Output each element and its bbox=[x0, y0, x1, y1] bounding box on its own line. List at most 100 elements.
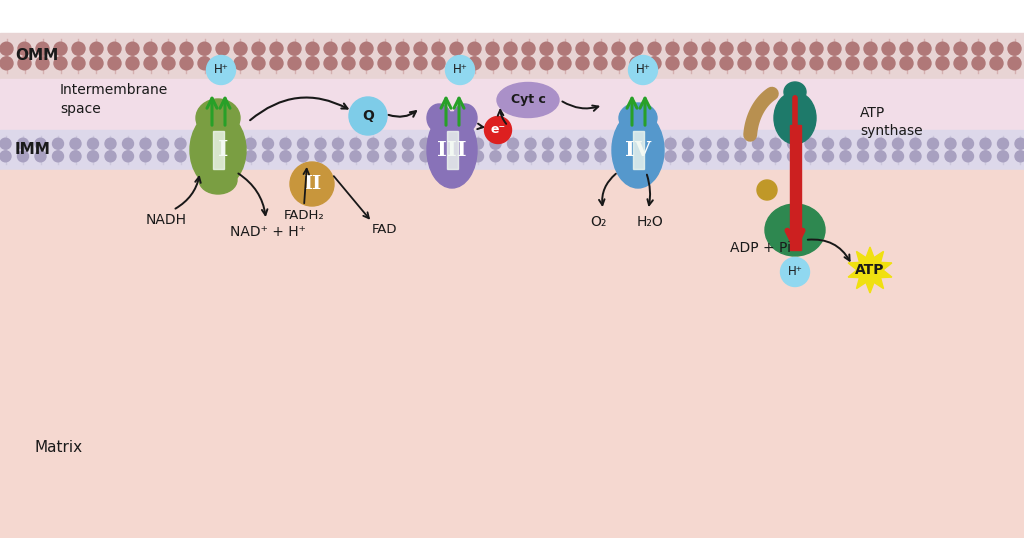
Circle shape bbox=[753, 138, 764, 149]
Circle shape bbox=[0, 151, 11, 162]
Circle shape bbox=[280, 151, 291, 162]
Circle shape bbox=[928, 138, 939, 149]
Circle shape bbox=[540, 57, 553, 70]
Text: ATP
synthase: ATP synthase bbox=[860, 107, 923, 138]
Circle shape bbox=[700, 138, 711, 149]
Circle shape bbox=[193, 138, 204, 149]
Circle shape bbox=[490, 151, 501, 162]
Circle shape bbox=[954, 57, 967, 70]
Circle shape bbox=[342, 42, 355, 55]
Circle shape bbox=[575, 57, 589, 70]
Text: II: II bbox=[303, 175, 322, 193]
Circle shape bbox=[893, 151, 903, 162]
Ellipse shape bbox=[774, 92, 816, 144]
Circle shape bbox=[543, 138, 554, 149]
Circle shape bbox=[900, 57, 913, 70]
Circle shape bbox=[450, 42, 463, 55]
Circle shape bbox=[560, 151, 571, 162]
Circle shape bbox=[770, 151, 781, 162]
Text: IV: IV bbox=[625, 140, 651, 160]
Circle shape bbox=[928, 151, 939, 162]
Polygon shape bbox=[848, 247, 892, 293]
Circle shape bbox=[437, 138, 449, 149]
Circle shape bbox=[810, 42, 823, 55]
Circle shape bbox=[333, 151, 343, 162]
Circle shape bbox=[954, 42, 967, 55]
Circle shape bbox=[1008, 57, 1021, 70]
Text: H⁺: H⁺ bbox=[453, 63, 467, 76]
Circle shape bbox=[560, 138, 571, 149]
Circle shape bbox=[162, 42, 175, 55]
Circle shape bbox=[198, 57, 211, 70]
Circle shape bbox=[840, 151, 851, 162]
Circle shape bbox=[805, 138, 816, 149]
Circle shape bbox=[210, 138, 221, 149]
Circle shape bbox=[963, 138, 974, 149]
Circle shape bbox=[385, 138, 396, 149]
Ellipse shape bbox=[199, 166, 237, 194]
Circle shape bbox=[245, 151, 256, 162]
Circle shape bbox=[72, 42, 85, 55]
Circle shape bbox=[945, 151, 956, 162]
Circle shape bbox=[504, 42, 517, 55]
Circle shape bbox=[735, 151, 746, 162]
Text: O₂: O₂ bbox=[590, 215, 606, 229]
Circle shape bbox=[108, 57, 121, 70]
Bar bbox=[633, 131, 643, 169]
Circle shape bbox=[997, 151, 1009, 162]
Circle shape bbox=[0, 42, 13, 55]
Circle shape bbox=[630, 138, 641, 149]
Circle shape bbox=[108, 42, 121, 55]
Circle shape bbox=[980, 151, 991, 162]
Circle shape bbox=[420, 138, 431, 149]
Circle shape bbox=[945, 138, 956, 149]
Circle shape bbox=[822, 138, 834, 149]
Circle shape bbox=[882, 57, 895, 70]
Circle shape bbox=[738, 57, 751, 70]
Circle shape bbox=[360, 42, 373, 55]
Circle shape bbox=[306, 57, 319, 70]
Circle shape bbox=[702, 42, 715, 55]
Circle shape bbox=[874, 138, 886, 149]
Circle shape bbox=[175, 151, 186, 162]
Circle shape bbox=[210, 151, 221, 162]
Circle shape bbox=[18, 42, 31, 55]
Circle shape bbox=[595, 138, 606, 149]
Circle shape bbox=[504, 57, 517, 70]
Circle shape bbox=[450, 57, 463, 70]
Text: H⁺: H⁺ bbox=[636, 63, 650, 76]
Circle shape bbox=[540, 42, 553, 55]
Circle shape bbox=[522, 42, 535, 55]
Text: FAD: FAD bbox=[372, 223, 397, 237]
Circle shape bbox=[396, 42, 409, 55]
Circle shape bbox=[787, 138, 799, 149]
Text: Matrix: Matrix bbox=[35, 441, 83, 456]
Circle shape bbox=[87, 138, 98, 149]
Circle shape bbox=[558, 57, 571, 70]
Circle shape bbox=[575, 42, 589, 55]
Circle shape bbox=[193, 151, 204, 162]
Circle shape bbox=[227, 151, 239, 162]
Circle shape bbox=[0, 57, 13, 70]
Circle shape bbox=[972, 57, 985, 70]
Circle shape bbox=[666, 42, 679, 55]
Circle shape bbox=[612, 138, 624, 149]
Circle shape bbox=[810, 57, 823, 70]
Bar bbox=[0, 170, 1024, 538]
Circle shape bbox=[52, 151, 63, 162]
Circle shape bbox=[288, 42, 301, 55]
Circle shape bbox=[36, 57, 49, 70]
Bar bbox=[0, 79, 1024, 130]
Text: I: I bbox=[218, 139, 228, 161]
Circle shape bbox=[234, 57, 247, 70]
Text: ATP: ATP bbox=[855, 263, 885, 277]
Circle shape bbox=[54, 57, 67, 70]
Circle shape bbox=[1008, 42, 1021, 55]
Circle shape bbox=[158, 138, 169, 149]
Circle shape bbox=[0, 138, 11, 149]
Circle shape bbox=[666, 57, 679, 70]
Circle shape bbox=[630, 42, 643, 55]
Circle shape bbox=[840, 138, 851, 149]
Text: IMM: IMM bbox=[15, 143, 51, 158]
Circle shape bbox=[700, 151, 711, 162]
